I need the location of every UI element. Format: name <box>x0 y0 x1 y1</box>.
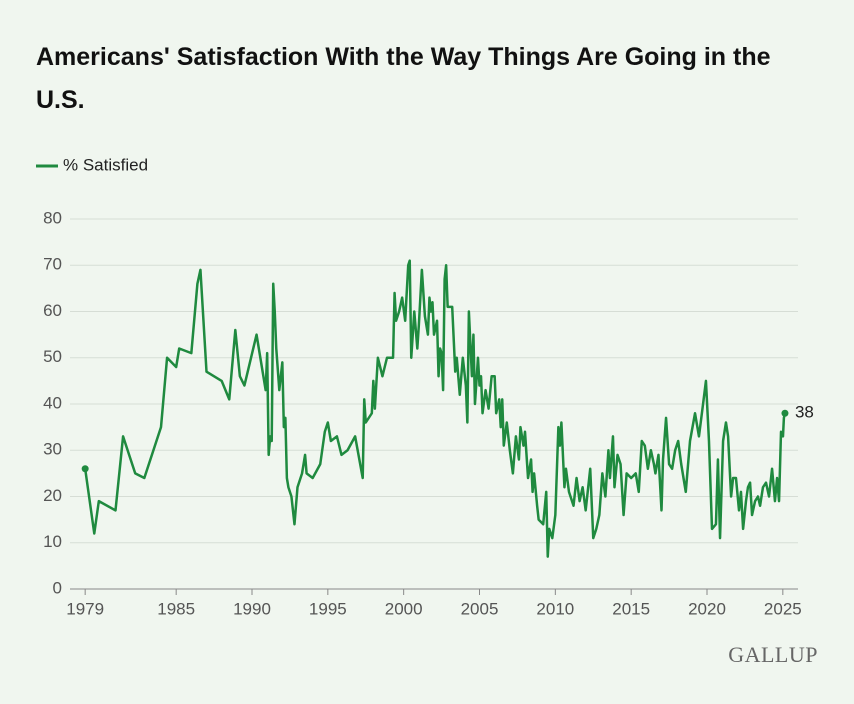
y-tick-label: 70 <box>43 255 62 274</box>
y-tick-label: 20 <box>43 486 62 505</box>
x-tick-label: 1995 <box>309 599 347 618</box>
x-tick-label: 2025 <box>764 599 802 618</box>
x-tick-label: 1979 <box>66 599 104 618</box>
end-marker <box>81 465 89 473</box>
data-label: 38 <box>795 403 814 422</box>
x-tick-label: 2005 <box>461 599 499 618</box>
end-marker <box>781 409 789 417</box>
chart-title: Americans' Satisfaction With the Way Thi… <box>36 43 771 114</box>
x-tick-label: 2000 <box>385 599 423 618</box>
y-tick-label: 50 <box>43 347 62 366</box>
y-tick-label: 0 <box>53 578 62 597</box>
x-tick-label: 2015 <box>612 599 650 618</box>
data-line <box>83 259 787 558</box>
y-tick-label: 60 <box>43 301 62 320</box>
x-tick-label: 2020 <box>688 599 726 618</box>
source: GALLUP <box>728 642 818 667</box>
legend-label: % Satisfied <box>63 155 148 174</box>
y-tick-label: 80 <box>43 208 62 227</box>
y-tick-label: 30 <box>43 440 62 459</box>
x-tick-label: 1990 <box>233 599 271 618</box>
y-tick-label: 10 <box>43 532 62 551</box>
y-tick-label: 40 <box>43 393 62 412</box>
x-tick-label: 2010 <box>536 599 574 618</box>
x-tick-label: 1985 <box>157 599 195 618</box>
